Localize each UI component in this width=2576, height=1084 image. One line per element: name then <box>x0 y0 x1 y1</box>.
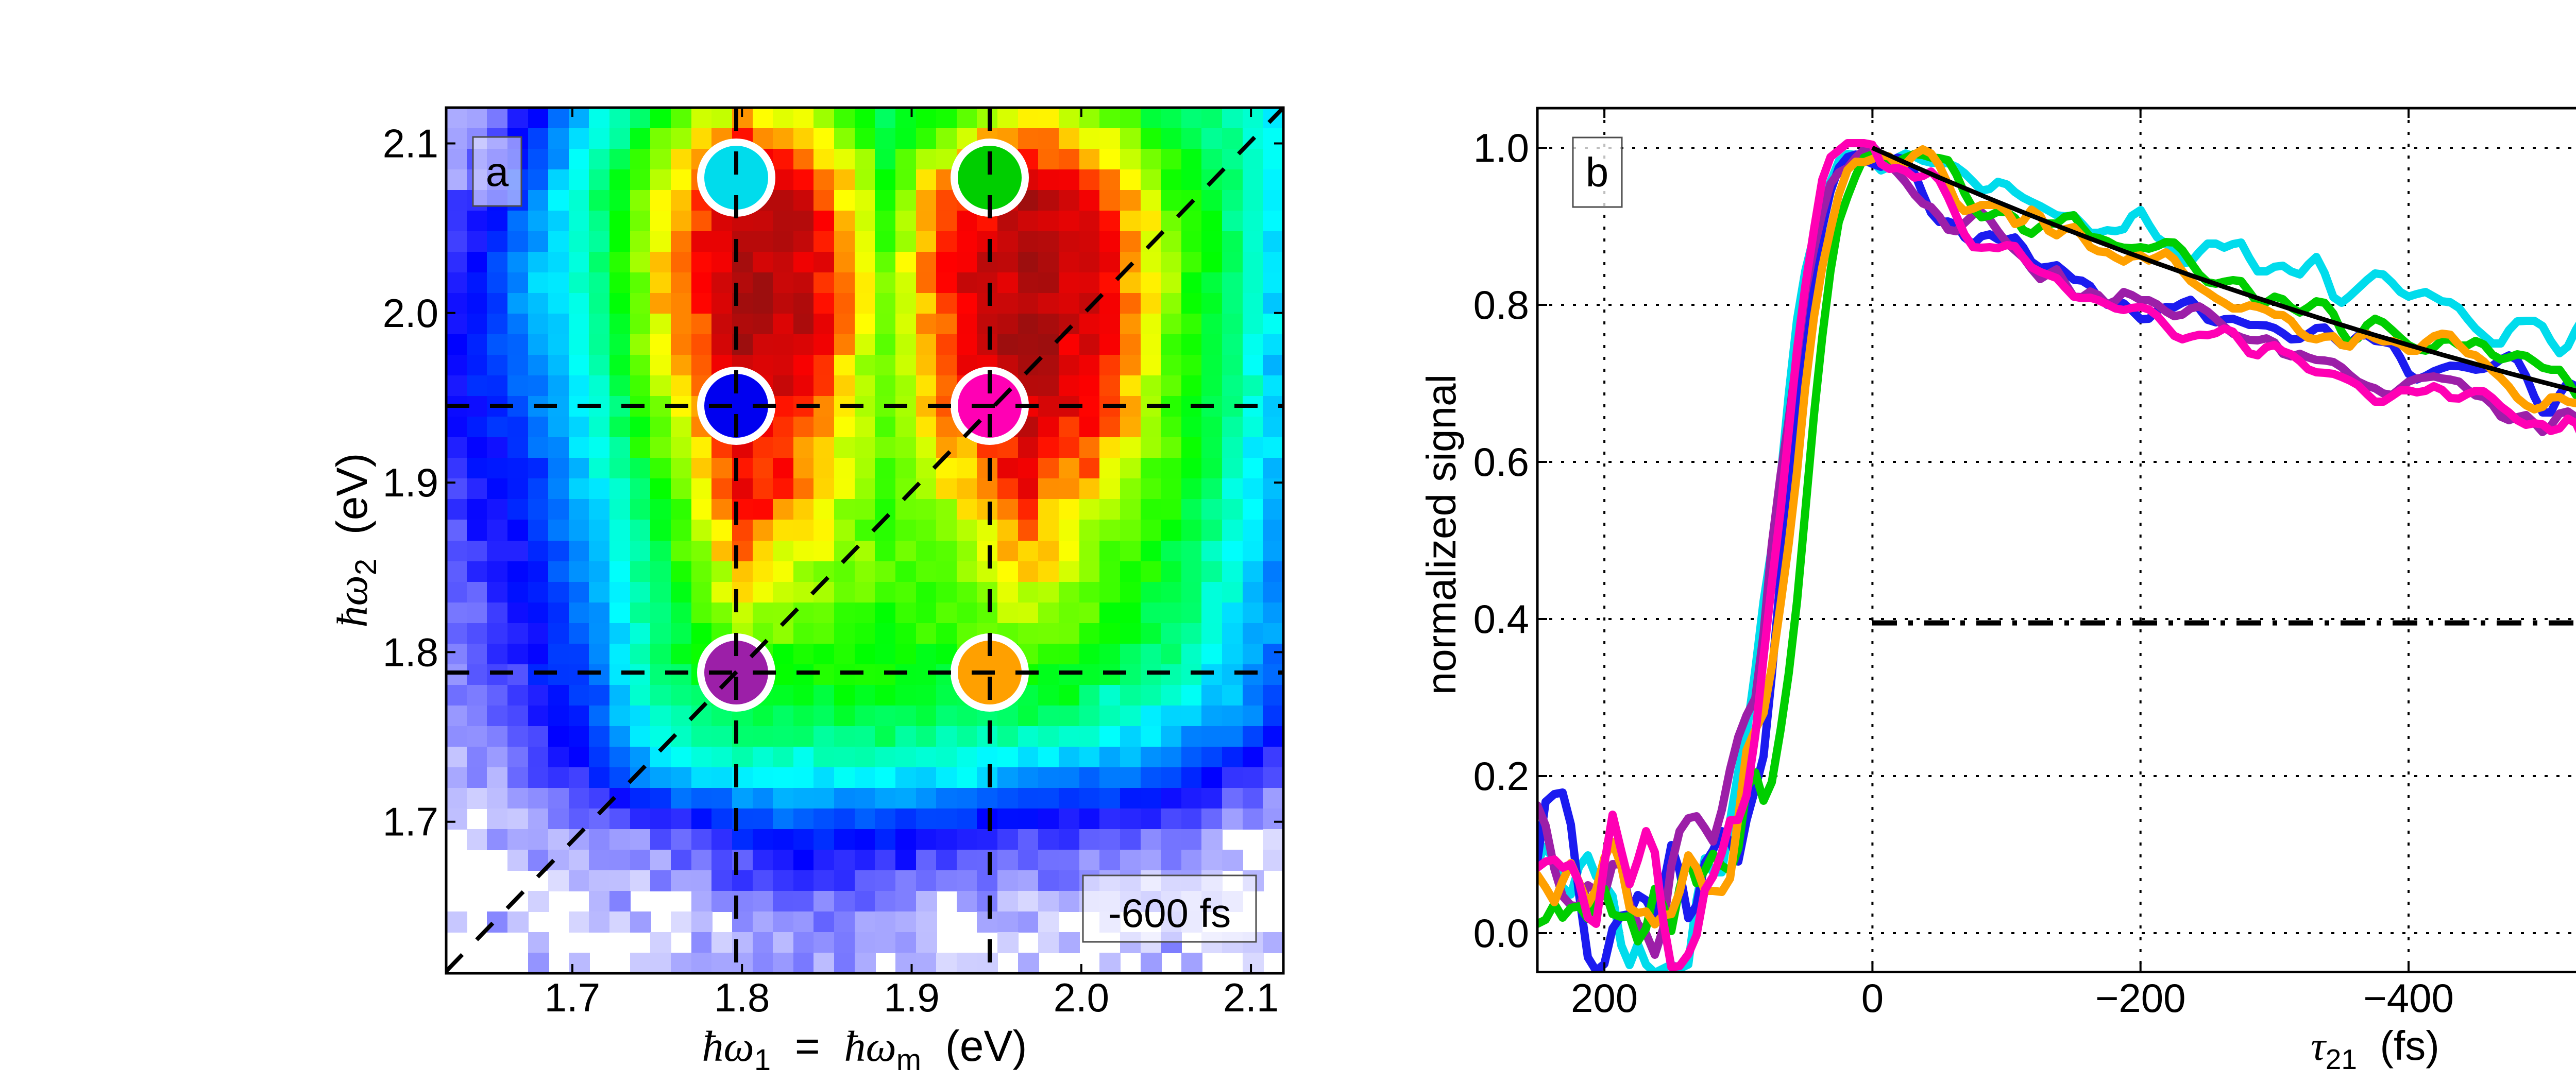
svg-text:2.1: 2.1 <box>1223 975 1279 1020</box>
svg-text:ħω1 = ħωm (eV): ħω1 = ħωm (eV) <box>702 1022 1027 1077</box>
svg-text:1.8: 1.8 <box>714 975 770 1020</box>
svg-text:1.0: 1.0 <box>1473 125 1529 170</box>
svg-text:0: 0 <box>1861 975 1884 1021</box>
svg-text:1.9: 1.9 <box>383 460 438 505</box>
svg-text:1.9: 1.9 <box>884 975 939 1020</box>
svg-text:τ21 (fs): τ21 (fs) <box>2311 1023 2439 1075</box>
svg-text:a: a <box>486 149 509 195</box>
svg-text:0.2: 0.2 <box>1473 753 1529 799</box>
svg-text:0.4: 0.4 <box>1473 596 1529 642</box>
svg-text:2.1: 2.1 <box>383 121 438 166</box>
svg-text:−200: −200 <box>2095 975 2186 1021</box>
svg-text:1.7: 1.7 <box>545 975 600 1020</box>
svg-text:0.6: 0.6 <box>1473 439 1529 485</box>
svg-text:2.0: 2.0 <box>1054 975 1109 1020</box>
svg-text:ħω2 (eV): ħω2 (eV) <box>328 453 383 628</box>
svg-text:b: b <box>1586 149 1609 195</box>
svg-text:0.0: 0.0 <box>1473 910 1529 956</box>
svg-text:2.0: 2.0 <box>383 290 438 336</box>
svg-text:1.8: 1.8 <box>383 629 438 675</box>
svg-text:-600 fs: -600 fs <box>1108 890 1231 936</box>
svg-text:0.8: 0.8 <box>1473 282 1529 328</box>
svg-text:−400: −400 <box>2363 975 2454 1021</box>
svg-text:1.7: 1.7 <box>383 799 438 845</box>
svg-text:200: 200 <box>1571 975 1638 1021</box>
svg-text:normalized signal: normalized signal <box>1418 374 1464 695</box>
